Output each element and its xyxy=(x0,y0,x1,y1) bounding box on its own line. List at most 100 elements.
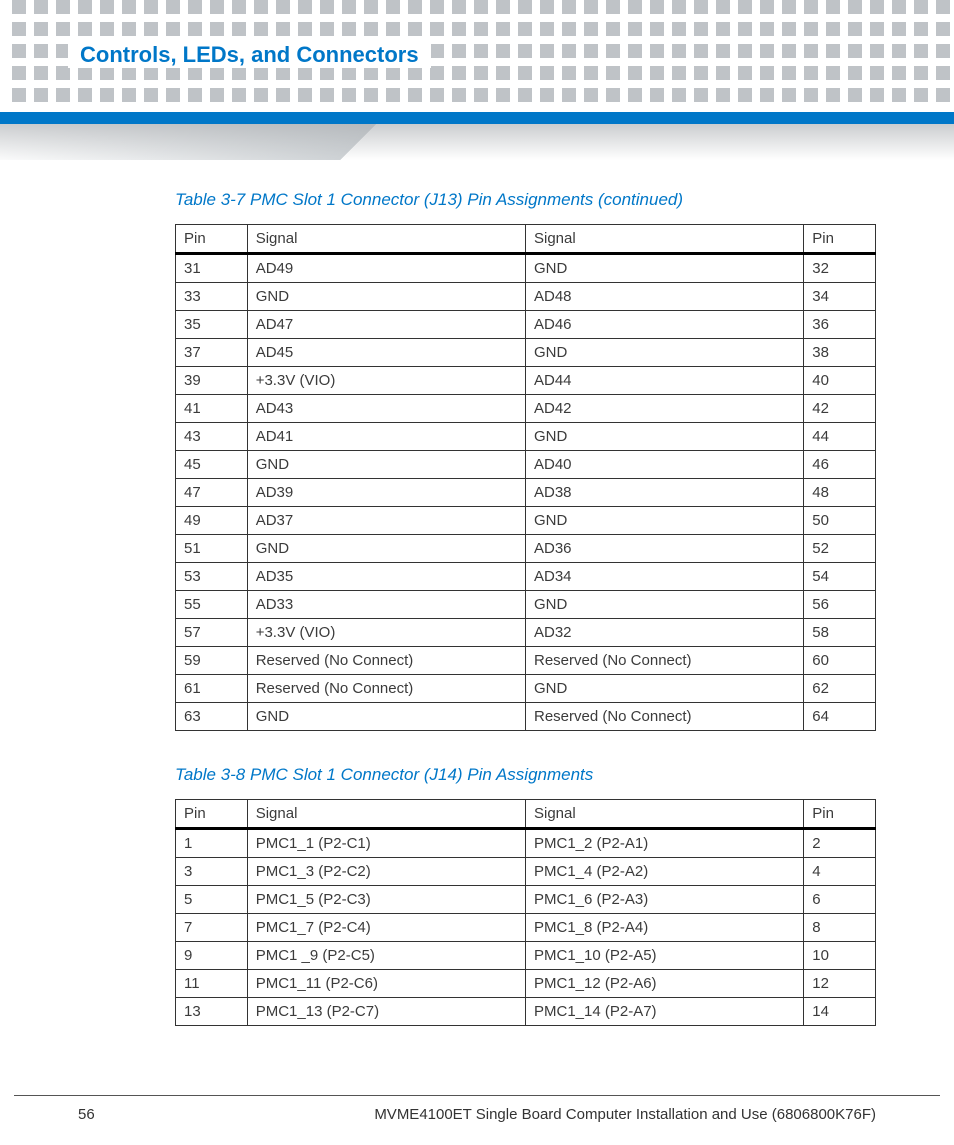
table-row: 43AD41GND44 xyxy=(176,423,876,451)
table-cell: AD49 xyxy=(247,254,525,283)
table-cell: AD34 xyxy=(525,563,803,591)
table-1-body: 31AD49GND3233GNDAD483435AD47AD463637AD45… xyxy=(176,254,876,731)
table-cell: PMC1 _9 (P2-C5) xyxy=(247,942,525,970)
table-header-row: Pin Signal Signal Pin xyxy=(176,225,876,254)
table-cell: PMC1_1 (P2-C1) xyxy=(247,829,525,858)
table-cell: 38 xyxy=(804,339,876,367)
table-cell: 10 xyxy=(804,942,876,970)
table-cell: 49 xyxy=(176,507,248,535)
table-cell: PMC1_10 (P2-A5) xyxy=(525,942,803,970)
table-cell: PMC1_4 (P2-A2) xyxy=(525,858,803,886)
col-header: Pin xyxy=(176,800,248,829)
table-cell: AD45 xyxy=(247,339,525,367)
table-cell: 40 xyxy=(804,367,876,395)
table-cell: Reserved (No Connect) xyxy=(247,647,525,675)
page: Controls, LEDs, and Connectors Table 3-7… xyxy=(0,0,954,1145)
table-cell: 52 xyxy=(804,535,876,563)
table-header-row: Pin Signal Signal Pin xyxy=(176,800,876,829)
table-row: 13PMC1_13 (P2-C7)PMC1_14 (P2-A7)14 xyxy=(176,998,876,1026)
table-cell: 12 xyxy=(804,970,876,998)
table-row: 39+3.3V (VIO)AD4440 xyxy=(176,367,876,395)
col-header: Signal xyxy=(247,225,525,254)
table-cell: 42 xyxy=(804,395,876,423)
table-row: 59Reserved (No Connect)Reserved (No Conn… xyxy=(176,647,876,675)
table-cell: GND xyxy=(525,254,803,283)
table-cell: PMC1_14 (P2-A7) xyxy=(525,998,803,1026)
table-cell: 39 xyxy=(176,367,248,395)
page-footer: 56 MVME4100ET Single Board Computer Inst… xyxy=(14,1095,940,1123)
table-cell: PMC1_13 (P2-C7) xyxy=(247,998,525,1026)
table-cell: 13 xyxy=(176,998,248,1026)
table-row: 55AD33GND56 xyxy=(176,591,876,619)
col-header: Pin xyxy=(176,225,248,254)
section-title: Controls, LEDs, and Connectors xyxy=(68,42,431,68)
table-cell: 58 xyxy=(804,619,876,647)
table-cell: 44 xyxy=(804,423,876,451)
table-cell: GND xyxy=(525,507,803,535)
col-header: Signal xyxy=(525,800,803,829)
doc-title: MVME4100ET Single Board Computer Install… xyxy=(374,1106,876,1123)
table-cell: 46 xyxy=(804,451,876,479)
table-cell: AD38 xyxy=(525,479,803,507)
table-cell: AD36 xyxy=(525,535,803,563)
table-row: 45GNDAD4046 xyxy=(176,451,876,479)
header-blue-bar xyxy=(0,112,954,124)
table-cell: 50 xyxy=(804,507,876,535)
col-header: Signal xyxy=(247,800,525,829)
table-cell: 2 xyxy=(804,829,876,858)
table-cell: 57 xyxy=(176,619,248,647)
table-cell: GND xyxy=(247,451,525,479)
table-cell: PMC1_8 (P2-A4) xyxy=(525,914,803,942)
table-1-title: Table 3-7 PMC Slot 1 Connector (J13) Pin… xyxy=(175,190,876,210)
table-cell: PMC1_7 (P2-C4) xyxy=(247,914,525,942)
table-cell: 8 xyxy=(804,914,876,942)
table-2: Pin Signal Signal Pin 1PMC1_1 (P2-C1)PMC… xyxy=(175,799,876,1026)
table-cell: Reserved (No Connect) xyxy=(525,647,803,675)
table-cell: AD44 xyxy=(525,367,803,395)
table-cell: AD46 xyxy=(525,311,803,339)
table-cell: AD41 xyxy=(247,423,525,451)
table-cell: 7 xyxy=(176,914,248,942)
table-cell: 63 xyxy=(176,703,248,731)
table-2-head: Pin Signal Signal Pin xyxy=(176,800,876,829)
table-cell: 41 xyxy=(176,395,248,423)
table-row: 5PMC1_5 (P2-C3)PMC1_6 (P2-A3)6 xyxy=(176,886,876,914)
table-cell: 47 xyxy=(176,479,248,507)
table-cell: 45 xyxy=(176,451,248,479)
table-cell: 35 xyxy=(176,311,248,339)
table-cell: 54 xyxy=(804,563,876,591)
table-cell: 43 xyxy=(176,423,248,451)
table-row: 33GNDAD4834 xyxy=(176,283,876,311)
table-row: 57+3.3V (VIO)AD3258 xyxy=(176,619,876,647)
header-gradient-bar xyxy=(0,124,954,160)
table-cell: 61 xyxy=(176,675,248,703)
table-cell: 62 xyxy=(804,675,876,703)
table-cell: 31 xyxy=(176,254,248,283)
table-cell: PMC1_5 (P2-C3) xyxy=(247,886,525,914)
table-cell: PMC1_3 (P2-C2) xyxy=(247,858,525,886)
table-cell: 37 xyxy=(176,339,248,367)
table-cell: GND xyxy=(247,703,525,731)
table-row: 3PMC1_3 (P2-C2)PMC1_4 (P2-A2)4 xyxy=(176,858,876,886)
table-cell: 9 xyxy=(176,942,248,970)
table-2-body: 1PMC1_1 (P2-C1)PMC1_2 (P2-A1)23PMC1_3 (P… xyxy=(176,829,876,1026)
table-row: 31AD49GND32 xyxy=(176,254,876,283)
table-cell: PMC1_2 (P2-A1) xyxy=(525,829,803,858)
table-row: 35AD47AD4636 xyxy=(176,311,876,339)
table-row: 7PMC1_7 (P2-C4)PMC1_8 (P2-A4)8 xyxy=(176,914,876,942)
table-cell: PMC1_11 (P2-C6) xyxy=(247,970,525,998)
table-cell: GND xyxy=(525,423,803,451)
table-cell: 34 xyxy=(804,283,876,311)
table-cell: GND xyxy=(525,591,803,619)
table-1-head: Pin Signal Signal Pin xyxy=(176,225,876,254)
table-row: 11PMC1_11 (P2-C6)PMC1_12 (P2-A6)12 xyxy=(176,970,876,998)
table-cell: 11 xyxy=(176,970,248,998)
table-cell: 14 xyxy=(804,998,876,1026)
table-cell: +3.3V (VIO) xyxy=(247,619,525,647)
table-cell: AD33 xyxy=(247,591,525,619)
page-number: 56 xyxy=(78,1106,95,1123)
table-cell: AD39 xyxy=(247,479,525,507)
table-row: 49AD37GND50 xyxy=(176,507,876,535)
table-cell: Reserved (No Connect) xyxy=(247,675,525,703)
table-cell: 55 xyxy=(176,591,248,619)
